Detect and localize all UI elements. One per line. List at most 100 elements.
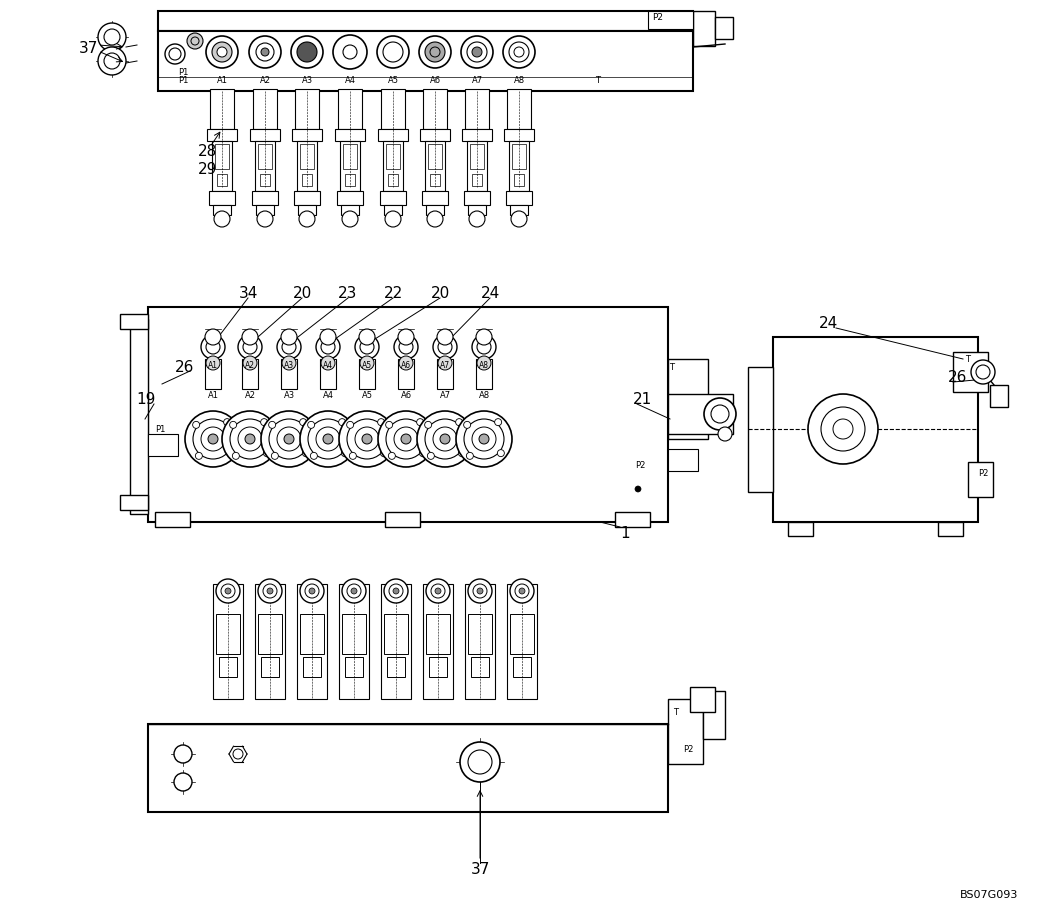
Circle shape: [394, 428, 418, 452]
Bar: [205, 360, 220, 390]
Circle shape: [347, 422, 353, 428]
Circle shape: [214, 212, 230, 227]
Bar: [258, 145, 272, 170]
Text: P1: P1: [178, 76, 188, 85]
Circle shape: [401, 435, 411, 445]
Circle shape: [381, 450, 387, 457]
Circle shape: [971, 361, 995, 384]
Bar: [938, 522, 963, 537]
Bar: [298, 206, 316, 216]
Circle shape: [354, 428, 379, 452]
Bar: [338, 90, 362, 130]
Bar: [295, 90, 319, 130]
Text: 29: 29: [198, 162, 217, 178]
Circle shape: [299, 212, 315, 227]
Circle shape: [205, 329, 220, 345]
Circle shape: [417, 411, 473, 467]
Circle shape: [339, 411, 395, 467]
Circle shape: [384, 579, 408, 603]
Circle shape: [388, 453, 396, 460]
Circle shape: [249, 37, 281, 69]
Circle shape: [425, 422, 431, 428]
Bar: [668, 394, 733, 435]
Bar: [387, 658, 405, 677]
Bar: [300, 145, 314, 170]
Circle shape: [195, 453, 203, 460]
Bar: [472, 175, 482, 187]
Bar: [512, 145, 526, 170]
Circle shape: [347, 419, 387, 459]
Bar: [158, 32, 693, 92]
Bar: [467, 142, 487, 192]
Circle shape: [377, 37, 409, 69]
Bar: [216, 614, 239, 654]
Circle shape: [300, 419, 307, 426]
Bar: [513, 658, 531, 677]
Text: A1: A1: [208, 390, 218, 399]
Text: A6: A6: [401, 360, 411, 369]
Text: 19: 19: [136, 392, 156, 407]
Bar: [242, 360, 258, 390]
Text: A4: A4: [345, 76, 356, 85]
Bar: [388, 175, 398, 187]
Bar: [465, 584, 495, 699]
Bar: [219, 658, 237, 677]
Circle shape: [202, 336, 225, 360]
Text: 34: 34: [238, 285, 257, 300]
Circle shape: [472, 428, 496, 452]
Text: P1: P1: [178, 68, 188, 77]
Circle shape: [98, 48, 126, 76]
Circle shape: [264, 450, 270, 457]
Bar: [788, 522, 813, 537]
Bar: [345, 175, 354, 187]
Bar: [155, 512, 190, 528]
Text: P2: P2: [635, 460, 646, 469]
Circle shape: [386, 419, 426, 459]
Bar: [953, 353, 987, 392]
Bar: [468, 206, 486, 216]
Circle shape: [437, 329, 453, 345]
Bar: [422, 192, 448, 206]
Circle shape: [378, 419, 385, 426]
Bar: [250, 130, 280, 142]
Text: A5: A5: [362, 360, 372, 369]
Text: P2: P2: [683, 745, 693, 754]
Circle shape: [261, 411, 316, 467]
Bar: [380, 192, 406, 206]
Circle shape: [321, 356, 335, 371]
Text: 20: 20: [292, 285, 311, 300]
Bar: [212, 142, 232, 192]
Text: A7: A7: [440, 360, 450, 369]
Bar: [384, 206, 402, 216]
Bar: [968, 463, 993, 497]
Circle shape: [238, 336, 262, 360]
Circle shape: [308, 422, 314, 428]
Text: BS07G093: BS07G093: [960, 889, 1018, 899]
Circle shape: [419, 37, 450, 69]
Circle shape: [476, 329, 492, 345]
Text: 20: 20: [430, 285, 449, 300]
Bar: [335, 130, 365, 142]
Circle shape: [394, 588, 399, 594]
Circle shape: [269, 419, 309, 459]
Text: A4: A4: [323, 390, 333, 399]
Circle shape: [271, 453, 279, 460]
Text: A6: A6: [401, 390, 411, 399]
Bar: [253, 90, 277, 130]
Bar: [428, 145, 442, 170]
Bar: [504, 130, 534, 142]
Circle shape: [349, 453, 357, 460]
Bar: [748, 368, 773, 492]
Bar: [420, 130, 450, 142]
Circle shape: [174, 745, 192, 763]
Bar: [260, 175, 270, 187]
Circle shape: [232, 453, 239, 460]
Text: A8: A8: [478, 390, 490, 399]
Text: T: T: [965, 355, 971, 364]
Circle shape: [456, 411, 512, 467]
Text: A3: A3: [302, 76, 312, 85]
Circle shape: [206, 37, 238, 69]
Circle shape: [174, 773, 192, 791]
Circle shape: [519, 588, 525, 594]
Circle shape: [257, 212, 273, 227]
